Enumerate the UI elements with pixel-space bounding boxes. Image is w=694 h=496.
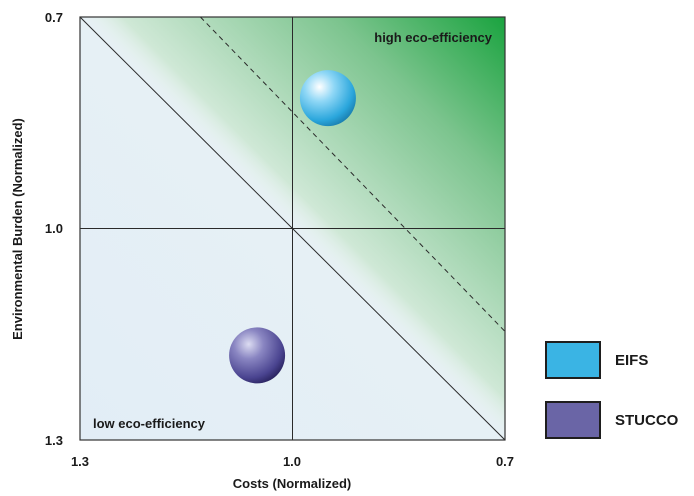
main-diagonal-line xyxy=(79,16,506,441)
legend-label-eifs: EIFS xyxy=(615,351,649,369)
annotation-low-eco-efficiency: low eco-efficiency xyxy=(93,416,206,431)
legend-item-stucco: STUCCO xyxy=(545,401,678,439)
legend-label-stucco: STUCCO xyxy=(615,411,679,429)
y-tick-1.0: 1.0 xyxy=(45,221,63,236)
x-tick-0.7: 0.7 xyxy=(496,454,514,469)
data-point-stucco xyxy=(229,327,286,384)
legend-swatch-stucco xyxy=(545,401,601,439)
x-tick-1.3: 1.3 xyxy=(71,454,89,469)
legend-item-eifs: EIFS xyxy=(545,341,648,379)
offset-diagonal-dashed-line xyxy=(200,16,506,332)
legend-swatch-eifs xyxy=(545,341,601,379)
y-tick-0.7: 0.7 xyxy=(45,10,63,25)
data-point-eifs xyxy=(299,70,356,127)
annotation-high-eco-efficiency: high eco-efficiency xyxy=(374,30,493,45)
y-axis-label: Environmental Burden (Normalized) xyxy=(10,118,25,340)
x-axis-label: Costs (Normalized) xyxy=(233,476,351,491)
x-tick-1.0: 1.0 xyxy=(283,454,301,469)
y-tick-1.3: 1.3 xyxy=(45,433,63,448)
plot-frame xyxy=(79,16,506,441)
